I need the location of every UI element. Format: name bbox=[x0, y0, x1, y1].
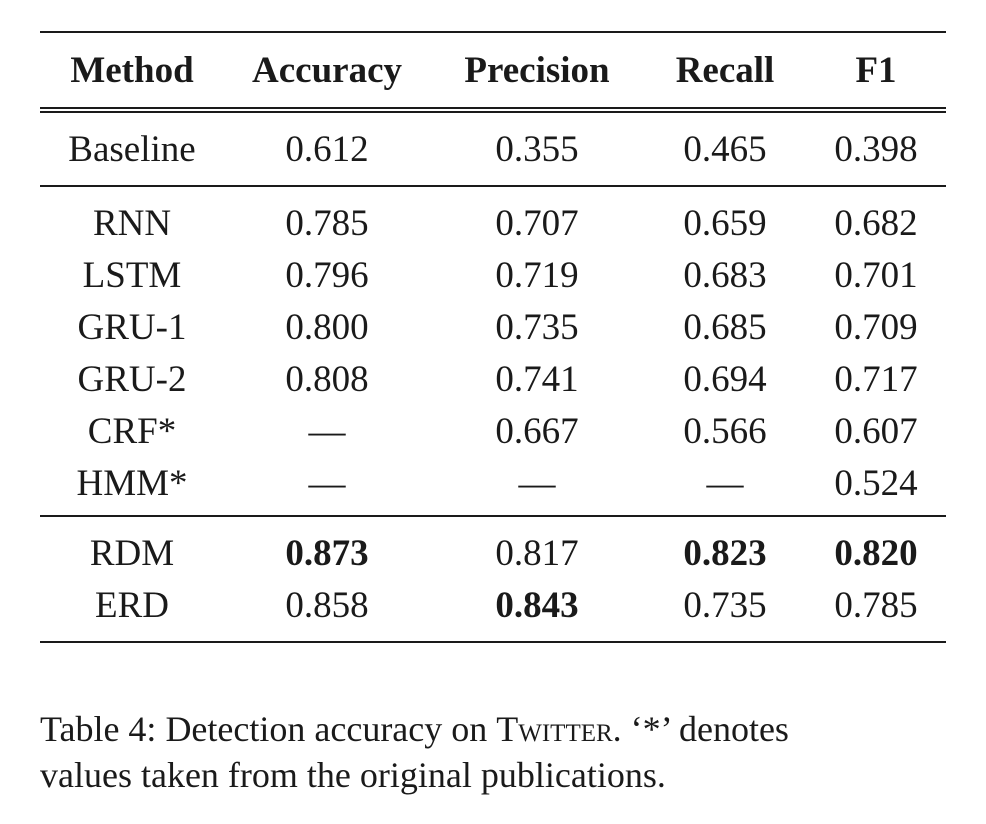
cell-method: RDM bbox=[89, 532, 175, 574]
cell-precision: 0.667 bbox=[495, 410, 579, 452]
cell-recall: 0.659 bbox=[683, 202, 767, 244]
cell-recall: — bbox=[644, 457, 806, 517]
cell-f1: 0.682 bbox=[834, 202, 918, 244]
cell-recall: 0.694 bbox=[683, 358, 767, 400]
header-method: Method bbox=[40, 31, 224, 113]
cell-method: ERD bbox=[40, 579, 224, 643]
cell-precision: — bbox=[430, 457, 644, 517]
cell-precision: 0.719 bbox=[495, 254, 579, 296]
cell-recall: 0.735 bbox=[644, 579, 806, 643]
cell-accuracy: 0.800 bbox=[285, 306, 369, 348]
cell-recall: 0.566 bbox=[683, 410, 767, 452]
cell-recall-best: 0.823 bbox=[683, 532, 767, 574]
cell-method: CRF* bbox=[87, 410, 177, 452]
cell-f1-best: 0.820 bbox=[834, 532, 918, 574]
cell-precision-best: 0.843 bbox=[430, 579, 644, 643]
cell-recall: 0.465 bbox=[644, 110, 806, 187]
caption-suffix: . ‘*’ denotes bbox=[612, 709, 789, 749]
cell-method: LSTM bbox=[82, 254, 182, 296]
table-row: RNN 0.785 0.707 0.659 0.682 bbox=[40, 186, 946, 249]
caption-line-1: Table 4: Detection accuracy on Twitter. … bbox=[40, 706, 950, 752]
header-precision: Precision bbox=[430, 31, 644, 113]
cell-precision: 0.817 bbox=[495, 532, 579, 574]
cell-method: GRU-1 bbox=[77, 306, 187, 348]
cell-accuracy: 0.796 bbox=[285, 254, 369, 296]
cell-recall: 0.683 bbox=[683, 254, 767, 296]
cell-f1: 0.607 bbox=[834, 410, 918, 452]
cell-accuracy-best: 0.873 bbox=[285, 532, 369, 574]
cell-method: RNN bbox=[92, 202, 172, 244]
cell-method: GRU-2 bbox=[77, 358, 187, 400]
table-caption: Table 4: Detection accuracy on Twitter. … bbox=[40, 706, 950, 798]
table-row: RDM 0.873 0.817 0.823 0.820 bbox=[40, 516, 946, 579]
cell-accuracy: — bbox=[224, 457, 430, 517]
cell-f1: 0.398 bbox=[806, 110, 946, 187]
cell-precision: 0.735 bbox=[495, 306, 579, 348]
cell-precision: 0.741 bbox=[495, 358, 579, 400]
table-row: ERD 0.858 0.843 0.735 0.785 bbox=[40, 579, 946, 643]
table-row: GRU-2 0.808 0.741 0.694 0.717 bbox=[40, 353, 946, 405]
cell-recall: 0.685 bbox=[683, 306, 767, 348]
table-row: LSTM 0.796 0.719 0.683 0.701 bbox=[40, 249, 946, 301]
results-table: Method Accuracy Precision Recall F1 Base… bbox=[40, 31, 946, 643]
cell-precision: 0.707 bbox=[495, 202, 579, 244]
cell-f1: 0.701 bbox=[834, 254, 918, 296]
cell-f1: 0.717 bbox=[834, 358, 918, 400]
cell-f1: 0.524 bbox=[806, 457, 946, 517]
cell-method: HMM* bbox=[40, 457, 224, 517]
cell-accuracy: 0.808 bbox=[285, 358, 369, 400]
cell-method: Baseline bbox=[40, 110, 224, 187]
table-row: GRU-1 0.800 0.735 0.685 0.709 bbox=[40, 301, 946, 353]
table-row: HMM* — — — 0.524 bbox=[40, 457, 946, 517]
cell-accuracy: 0.612 bbox=[224, 110, 430, 187]
cell-f1: 0.785 bbox=[806, 579, 946, 643]
results-table-container: Method Accuracy Precision Recall F1 Base… bbox=[40, 31, 946, 643]
cell-accuracy: 0.785 bbox=[285, 202, 369, 244]
cell-accuracy: — bbox=[308, 410, 346, 452]
cell-f1: 0.709 bbox=[834, 306, 918, 348]
cell-accuracy: 0.858 bbox=[224, 579, 430, 643]
header-f1: F1 bbox=[806, 31, 946, 113]
caption-line-2: values taken from the original publicati… bbox=[40, 755, 666, 795]
table-row: CRF* — 0.667 0.566 0.607 bbox=[40, 405, 946, 457]
header-row: Method Accuracy Precision Recall F1 bbox=[40, 31, 946, 113]
table-row-baseline: Baseline 0.612 0.355 0.465 0.398 bbox=[40, 110, 946, 187]
cell-precision: 0.355 bbox=[430, 110, 644, 187]
header-recall: Recall bbox=[644, 31, 806, 113]
header-accuracy: Accuracy bbox=[224, 31, 430, 113]
caption-dataset-name: Twitter bbox=[496, 709, 613, 749]
caption-prefix: Table 4: Detection accuracy on bbox=[40, 709, 497, 749]
